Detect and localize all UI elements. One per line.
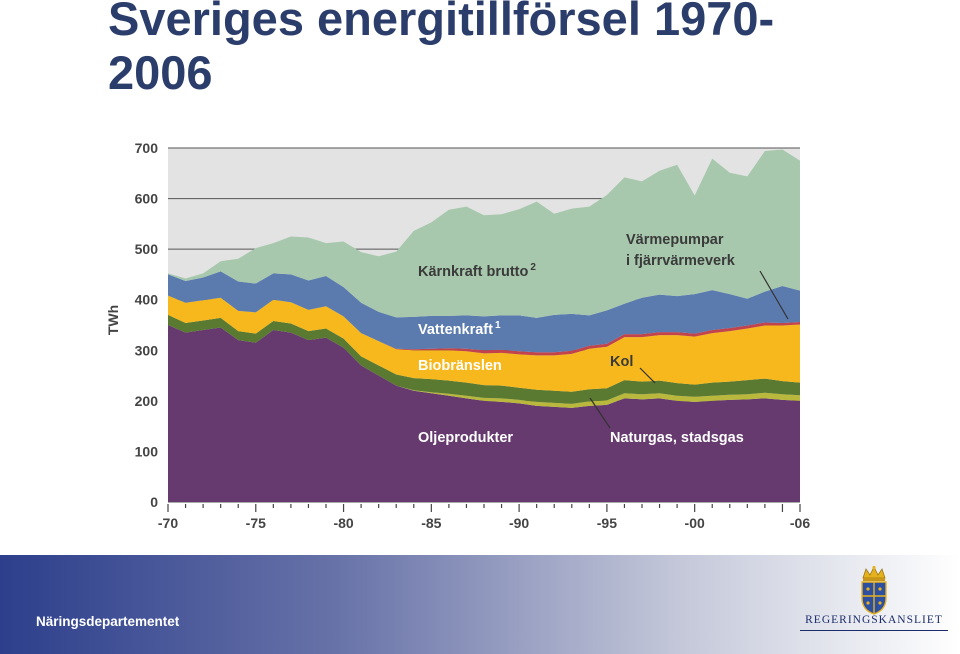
x-tick-label-1970: -70 [158,515,178,531]
annotation-naturgas: Naturgas, stadsgas [610,430,744,446]
leader-varmepumpar [759,270,789,320]
x-tick-label-1975: -75 [246,515,266,531]
footer-band [0,555,960,654]
annotation-fjarrvarmeverk: i fjärrvärmeverk [626,253,736,269]
stacked-areas [168,149,800,502]
x-tick-label-1985: -85 [421,515,441,531]
x-tick-label-1990: -90 [509,515,529,531]
x-tick-label-1980: -80 [333,515,353,531]
y-tick-label-500: 500 [135,241,159,257]
area-series-6 [168,149,800,318]
y-tick-labels: 0 100 200 300 400 500 600 700 [135,140,159,510]
chart-annotations: Kärnkraft brutto 2 Vattenkraft 1 Värmepump… [418,232,789,446]
area-series-2 [168,314,800,404]
y-axis-label: TWh [105,305,121,335]
x-tick-label-1995: -95 [597,515,617,531]
x-tick-labels: -70 -75 -80 -85 -90 -95 -00 -06 [158,504,810,531]
leader-kol [639,367,656,384]
annotation-biobranslen: Biobränslen [418,358,502,374]
x-tick-label-2000: -00 [685,515,705,531]
crown-shield-logo-icon [861,565,887,615]
energy-supply-chart: 0 100 200 300 400 500 600 700 -70 -75 -80 -85 -90 -9… [105,140,810,531]
y-tick-label-600: 600 [135,191,159,207]
annotation-varmepumpar: Värmepumpar [626,232,724,248]
annotation-vattenkraft: Vattenkraft 1 [418,320,501,338]
area-series-5 [168,271,800,353]
y-tick-label-100: 100 [135,443,159,459]
area-series-3 [168,295,800,392]
logo-text: REGERINGSKANSLIET [805,614,943,626]
y-tick-label-0: 0 [150,494,158,510]
annotation-karnkraft: Kärnkraft brutto 2 [418,262,536,280]
page-title: Sveriges energitillförsel 1970-2006 [108,0,775,99]
annotation-kol: Kol [610,354,633,370]
leader-naturgas [589,397,611,429]
x-tick-label-2006: -06 [790,515,810,531]
y-tick-label-300: 300 [135,342,159,358]
y-tick-label-700: 700 [135,140,159,156]
y-tick-label-200: 200 [135,393,159,409]
area-series-0 [168,325,800,502]
y-tick-label-400: 400 [135,292,159,308]
logo-underline [800,630,948,631]
department-name: Näringsdepartementet [36,614,180,629]
annotation-oljeprodukter: Oljeprodukter [418,430,513,446]
